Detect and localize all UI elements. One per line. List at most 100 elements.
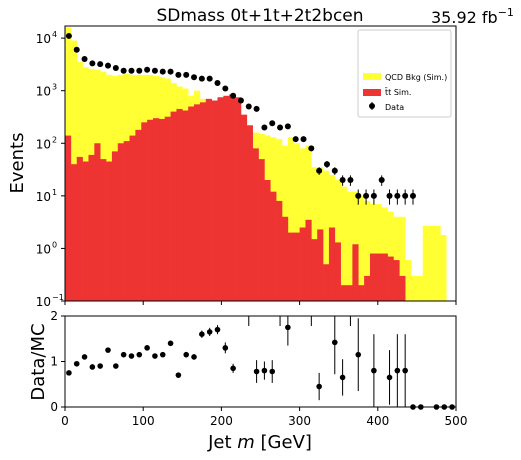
data-point (339, 177, 346, 184)
main-y-tick-label: 10 (36, 32, 51, 46)
main-y-tick-base: 10 (36, 190, 51, 204)
main-y-tick-exponent: 0 (52, 240, 57, 249)
qcd-bar (440, 235, 447, 301)
qcd-bar (287, 137, 295, 301)
data-point (167, 68, 174, 75)
ttbar-bar (182, 110, 189, 301)
ttbar-bar (258, 159, 265, 301)
ratio-point (394, 367, 401, 374)
data-point (386, 192, 393, 199)
stacked-histogram (65, 27, 447, 302)
ttbar-bar (264, 180, 271, 301)
ttbar-bar (299, 227, 306, 301)
ratio-y-tick-label: 0 (50, 400, 58, 414)
qcd-bar (416, 275, 424, 301)
ttbar-bar (287, 232, 295, 301)
qcd-bar (358, 195, 365, 301)
main-plot-frame (64, 25, 457, 302)
ttbar-bar (317, 229, 324, 301)
data-point (363, 192, 370, 199)
ttbar-bar (387, 256, 394, 301)
data-point (409, 192, 416, 199)
ratio-point (285, 324, 291, 331)
ttbar-bar (323, 264, 330, 301)
data-point (136, 67, 143, 74)
ttbar-bar (158, 118, 166, 301)
ttbar-bar (282, 216, 289, 301)
ratio-point (331, 339, 338, 346)
data-point (347, 177, 354, 184)
ratio-point (128, 353, 135, 359)
ttbar-bar (235, 97, 242, 302)
ttbar-bar (352, 244, 359, 301)
ratio-point (152, 353, 158, 359)
luminosity-value: 35.92 fb (431, 8, 498, 27)
ratio-y-tick-label: 2 (50, 309, 58, 323)
ttbar-bar (129, 135, 136, 301)
qcd-bar (411, 275, 418, 301)
data-point (183, 71, 190, 78)
main-y-tick-exponent: 3 (52, 83, 57, 92)
main-y-tick-label: 10 (36, 190, 51, 204)
ratio-point (339, 374, 346, 381)
x-axis-label-unit: [GeV] (255, 432, 312, 453)
ratio-y-axis-label: Data/MC (28, 323, 49, 400)
data-point (151, 67, 158, 74)
data-point (206, 75, 213, 82)
data-point (300, 136, 307, 143)
data-point (308, 145, 315, 152)
ratio-point (355, 351, 362, 358)
ttbar-bar (276, 200, 283, 301)
chart-title: SDmass 0t+1t+2t2bcen (156, 6, 363, 26)
ttbar-bar (205, 98, 212, 301)
qcd-bar (334, 180, 341, 301)
data-points (65, 32, 416, 205)
data-point (269, 120, 276, 127)
qcd-bar (387, 211, 394, 301)
luminosity-exponent: −1 (498, 6, 514, 19)
ttbar-bar (188, 106, 195, 302)
ratio-overflow-markers (248, 316, 351, 326)
data-point (105, 62, 112, 69)
data-point (355, 192, 362, 199)
data-point (222, 85, 229, 92)
ratio-point (73, 360, 80, 367)
ttbar-bar (82, 161, 89, 301)
ttbar-bar (240, 114, 248, 301)
ratio-point (199, 331, 205, 338)
ratio-point (214, 326, 221, 333)
data-point (230, 92, 237, 99)
qcd-bar (428, 225, 435, 301)
legend-label-qcd: QCD Bkg (Sim.) (385, 73, 447, 82)
ratio-point (191, 354, 197, 360)
data-point (159, 68, 166, 75)
qcd-bar (375, 203, 383, 301)
ratio-y-tick-label: 1 (50, 355, 58, 369)
ttbar-bar (293, 232, 300, 301)
ratio-point (269, 368, 276, 375)
legend-swatch-ttbar (363, 89, 381, 96)
main-y-axis-label: Events (7, 133, 28, 194)
data-point (237, 97, 244, 104)
ttbar-bar (164, 116, 171, 302)
qcd-bar (311, 167, 318, 301)
ttbar-bar (176, 108, 183, 301)
ttbar-bar (123, 141, 130, 301)
ttbar-bar (270, 191, 277, 301)
ratio-point (167, 340, 174, 347)
ttbar-bar (369, 253, 377, 301)
ratio-point (206, 329, 213, 335)
ttbar-bar (199, 102, 207, 302)
main-y-tick-exponent: 4 (52, 30, 57, 39)
ttbar-bar (88, 154, 95, 301)
ttbar-bar (152, 118, 160, 301)
data-point (214, 80, 221, 87)
ratio-point (113, 363, 119, 369)
qcd-bar (346, 191, 353, 301)
data-point (292, 136, 299, 143)
ttbar-bar (311, 239, 318, 301)
ttbar-bar (381, 253, 388, 301)
qcd-bar (405, 260, 412, 301)
ttbar-bar (76, 156, 83, 301)
legend-label-data: Data (385, 103, 404, 112)
